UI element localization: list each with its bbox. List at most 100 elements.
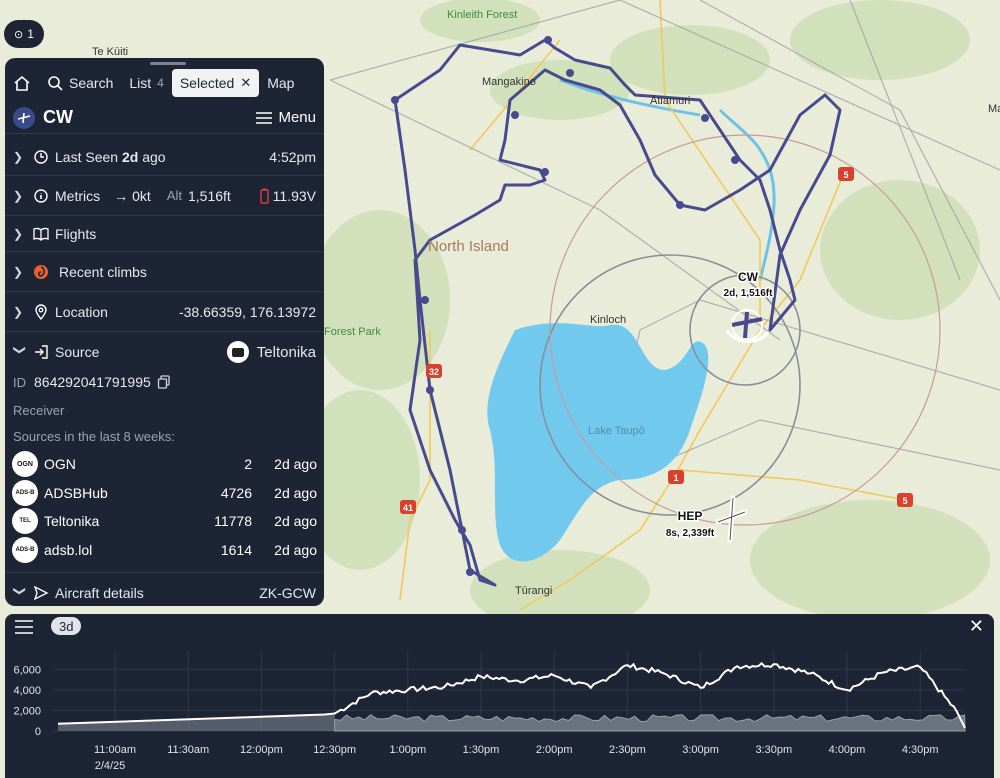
source-count: 1614 xyxy=(220,542,252,558)
aircraft-callsign: HEP xyxy=(678,509,703,523)
tab-map[interactable]: Map xyxy=(259,69,302,97)
thermal-swirl-icon xyxy=(34,264,48,279)
flights-row[interactable]: ❯ Flights xyxy=(5,216,324,252)
tab-selected-label: Selected xyxy=(179,75,235,91)
hamburger-icon xyxy=(256,111,273,124)
battery-icon xyxy=(259,188,269,204)
road-shield: 32 xyxy=(426,364,442,378)
aircraft-marker-hep[interactable]: HEP 8s, 2,339ft xyxy=(664,495,748,543)
last-seen-prefix: Last Seen xyxy=(55,148,119,165)
north-island-label: North Island xyxy=(428,238,509,255)
plane-icon xyxy=(731,311,763,339)
login-icon xyxy=(35,345,48,359)
kinloch-label: Kinloch xyxy=(590,314,626,326)
panel-tabs: Search List 4 Selected ✕ Map xyxy=(5,68,324,98)
aircraft-callsign: CW xyxy=(43,107,73,127)
source-name: Teltonika xyxy=(44,513,100,529)
altitude-chart[interactable]: 6,000 4,000 2,000 0 11:00am 11:30am 12:00pm 12… xyxy=(5,644,994,778)
recent-climbs-label: Recent climbs xyxy=(59,263,147,280)
alt-value: 1,516ft xyxy=(187,187,231,204)
chevron-right-icon: ❯ xyxy=(13,226,24,241)
map-edge-label: Ma xyxy=(988,103,1000,115)
search-icon xyxy=(48,76,63,91)
aircraft-info: 2d, 1,516ft xyxy=(724,288,774,299)
source-ago: 2d ago xyxy=(274,542,317,558)
source-count: 4726 xyxy=(220,485,252,501)
sources-heading-row: Sources in the last 8 weeks: xyxy=(5,426,324,446)
aircraft-details-label: Aircraft details xyxy=(55,584,144,601)
source-row[interactable]: ❯ Source Teltonika xyxy=(5,334,324,370)
kinleith-forest-label: Kinleith Forest xyxy=(447,9,517,21)
flights-label: Flights xyxy=(55,225,97,242)
aircraft-logo-icon xyxy=(13,106,35,129)
send-icon xyxy=(33,585,49,600)
x-tick-label: 3:30pm xyxy=(755,744,792,756)
tab-list[interactable]: List 4 xyxy=(121,69,171,97)
chevron-down-icon: ❯ xyxy=(13,345,27,356)
x-tick-label: 12:30pm xyxy=(313,744,356,756)
location-row[interactable]: ❯ Location -38.66359, 176.13972 xyxy=(5,292,324,332)
source-label: Source xyxy=(55,344,100,360)
altitude-chart-panel: 3d ✕ 6,000 4,000 2,000 0 11:00am 11:30am 12:0… xyxy=(5,614,994,778)
tab-list-count: 4 xyxy=(157,76,164,90)
tab-list-label: List xyxy=(129,75,152,91)
road-shield: 41 xyxy=(400,500,416,514)
ground-elevation-line xyxy=(334,714,966,732)
tab-search-label: Search xyxy=(69,75,114,91)
x-tick-label: 3:00pm xyxy=(682,744,719,756)
last-seen-row[interactable]: ❯ Last Seen 2d ago 4:52pm xyxy=(5,138,324,176)
tab-home[interactable] xyxy=(5,69,39,97)
aircraft-panel: Search List 4 Selected ✕ Map CW Menu ❯ L… xyxy=(5,58,324,606)
road-shield: 5 xyxy=(897,493,913,507)
aircraft-details-row[interactable]: ❯ Aircraft details ZK-GCW xyxy=(5,572,324,606)
menu-button[interactable]: Menu xyxy=(256,109,316,126)
receiver-label: Receiver xyxy=(13,402,65,418)
teltonika-device-icon xyxy=(226,341,249,363)
x-tick-label: 4:00pm xyxy=(829,744,866,756)
arrow-right-icon: → xyxy=(114,187,129,204)
road-shield: 5 xyxy=(838,167,854,181)
list-item: OGN OGN 2 2d ago xyxy=(12,451,317,477)
altitude-line xyxy=(57,661,966,729)
list-item: TEL Teltonika 11778 2d ago xyxy=(12,508,317,534)
clock-icon xyxy=(34,149,48,164)
close-icon[interactable]: ✕ xyxy=(968,616,984,636)
tab-search[interactable]: Search xyxy=(39,69,121,97)
source-name: OGN xyxy=(44,456,76,472)
adsb-logo-icon: ADS-B xyxy=(12,537,38,563)
id-label: ID xyxy=(13,374,26,390)
book-icon xyxy=(33,227,49,241)
te-kuiti-label: Te Kūiti xyxy=(92,46,128,58)
home-icon xyxy=(14,75,30,91)
aircraft-marker-cw[interactable]: CW 2d, 1,516ft xyxy=(722,269,775,343)
menu-label: Menu xyxy=(278,109,316,126)
chevron-right-icon: ❯ xyxy=(13,264,24,279)
source-ago: 2d ago xyxy=(274,456,317,472)
svg-text:5: 5 xyxy=(902,496,907,506)
alt-label: Alt xyxy=(166,188,182,203)
id-row: ID 864292041791995 xyxy=(5,370,324,394)
svg-text:41: 41 xyxy=(403,503,413,513)
metrics-row[interactable]: ❯ Metrics → 0kt Alt 1,516ft 11.93V xyxy=(5,176,324,216)
location-label: Location xyxy=(55,303,108,320)
aircraft-info: 8s, 2,339ft xyxy=(666,528,715,539)
close-icon[interactable]: ✕ xyxy=(240,75,252,90)
last-seen-value: 2d xyxy=(121,148,139,165)
svg-text:1: 1 xyxy=(673,473,678,483)
source-name: ADSBHub xyxy=(44,485,108,501)
copy-icon[interactable] xyxy=(157,375,171,389)
cluster-badge[interactable]: ⊙ 1 xyxy=(4,20,44,48)
y-tick-label: 2,000 xyxy=(13,705,41,717)
x-tick-label: 11:00am xyxy=(94,744,136,756)
x-tick-label: 12:00pm xyxy=(240,744,283,756)
tab-selected[interactable]: Selected ✕ xyxy=(171,69,260,97)
hamburger-icon[interactable] xyxy=(15,620,33,634)
chart-date-label: 2/4/25 xyxy=(95,760,126,772)
location-pin-icon xyxy=(35,303,47,320)
recent-climbs-row[interactable]: ❯ Recent climbs xyxy=(5,252,324,292)
time-range-pill[interactable]: 3d xyxy=(51,617,82,635)
id-value: 864292041791995 xyxy=(34,374,151,390)
chevron-right-icon: ❯ xyxy=(13,188,24,203)
drag-handle[interactable] xyxy=(150,62,186,65)
teltonika-logo-icon: TEL xyxy=(12,508,38,534)
